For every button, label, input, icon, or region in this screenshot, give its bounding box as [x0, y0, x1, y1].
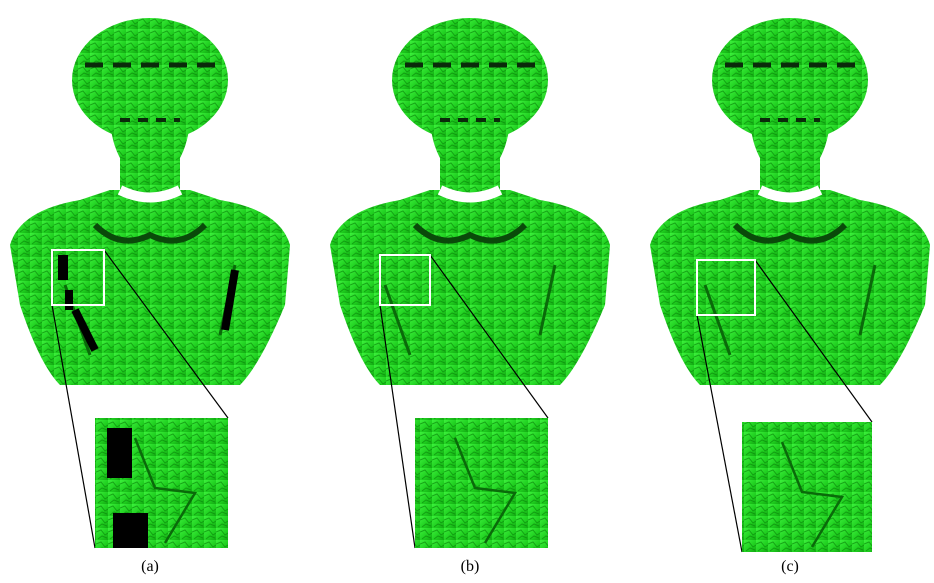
- panel-label: (b): [461, 558, 480, 575]
- bust-model: [330, 18, 610, 385]
- hole: [65, 290, 73, 310]
- hole: [113, 513, 148, 548]
- bust-model: [650, 18, 930, 385]
- zoom-inset: [742, 422, 872, 552]
- panel-label: (c): [781, 558, 799, 575]
- hole: [58, 255, 68, 280]
- hole: [107, 428, 132, 478]
- page: (a) (b) (c) (() => { const data = JSON.p…: [0, 0, 934, 583]
- panel-label: (a): [141, 558, 159, 575]
- bust-model: [10, 18, 290, 385]
- figure: (a) (b) (c): [0, 0, 934, 583]
- zoom-inset: [415, 418, 548, 548]
